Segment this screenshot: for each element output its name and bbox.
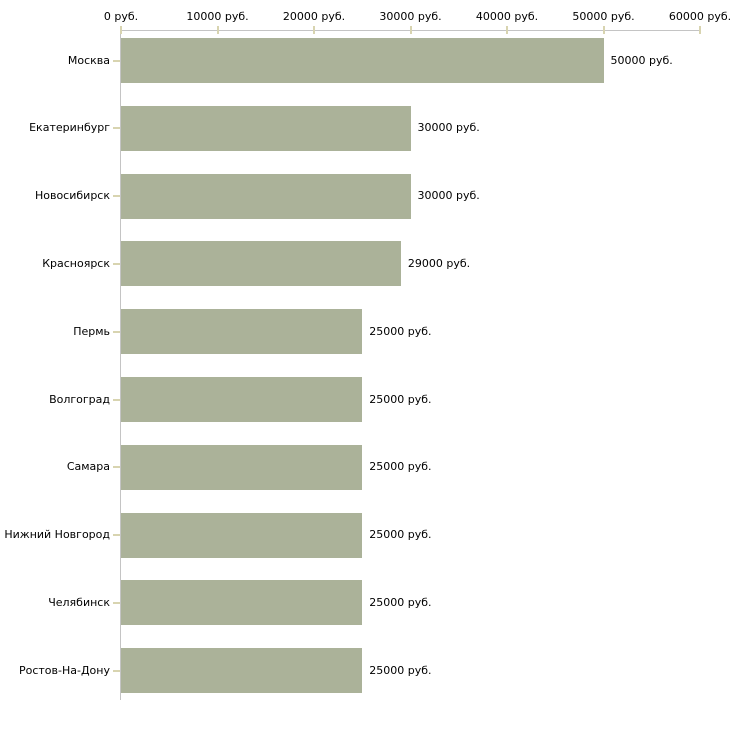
bar xyxy=(121,444,363,490)
category-tick-mark xyxy=(113,534,120,537)
x-tick-label: 60000 руб. xyxy=(668,10,730,23)
value-label: 25000 руб. xyxy=(369,392,432,406)
x-tick-mark xyxy=(120,26,122,34)
category-tick-mark xyxy=(113,398,120,401)
x-tick-label: 0 руб. xyxy=(103,10,139,23)
category-label: Красноярск xyxy=(42,256,110,270)
category-tick-mark xyxy=(113,601,120,604)
value-label: 29000 руб. xyxy=(407,256,471,270)
x-tick-mark xyxy=(409,26,412,34)
value-label: 30000 руб. xyxy=(417,189,480,203)
value-label: 25000 руб. xyxy=(369,460,432,474)
x-tick-mark xyxy=(506,26,508,34)
x-tick-mark xyxy=(699,26,701,34)
category-label: Самара xyxy=(66,460,110,474)
category-tick-mark xyxy=(113,330,120,333)
category-label: Нижний Новгород xyxy=(4,528,110,542)
value-label: 30000 руб. xyxy=(417,121,480,135)
x-tick-label: 30000 руб. xyxy=(379,10,442,23)
bar xyxy=(121,105,411,151)
category-tick-mark xyxy=(113,669,120,672)
x-tick-mark xyxy=(313,26,315,34)
x-tick-label: 20000 руб. xyxy=(282,10,346,23)
category-label: Волгоград xyxy=(49,392,110,406)
x-tick-mark xyxy=(216,26,219,34)
bar xyxy=(121,580,363,626)
x-tick-label: 50000 руб. xyxy=(572,10,635,23)
category-label: Москва xyxy=(67,53,110,67)
bar xyxy=(121,38,604,83)
x-tick-mark xyxy=(602,26,605,34)
y-axis-line xyxy=(120,30,121,700)
bar xyxy=(121,377,363,422)
bar xyxy=(121,309,363,355)
value-label: 50000 руб. xyxy=(610,53,673,67)
category-label: Екатеринбург xyxy=(29,121,110,135)
x-tick-label: 40000 руб. xyxy=(475,10,539,23)
category-tick-mark xyxy=(113,195,120,198)
category-label: Ростов-На-Дону xyxy=(18,663,110,677)
category-label: Челябинск xyxy=(48,595,110,609)
category-label: Пермь xyxy=(73,324,110,338)
bar xyxy=(121,648,363,694)
bar xyxy=(121,241,401,287)
value-label: 25000 руб. xyxy=(369,595,432,609)
x-tick-label: 10000 руб. xyxy=(186,10,249,23)
bar xyxy=(121,173,411,219)
value-label: 25000 руб. xyxy=(369,324,432,338)
value-label: 25000 руб. xyxy=(369,528,432,542)
category-tick-mark xyxy=(113,466,120,469)
bar xyxy=(121,512,363,558)
category-tick-mark xyxy=(113,262,120,265)
category-tick-mark xyxy=(113,59,120,62)
category-label: Новосибирск xyxy=(34,189,110,203)
value-label: 25000 руб. xyxy=(369,663,432,677)
category-tick-mark xyxy=(113,127,120,130)
